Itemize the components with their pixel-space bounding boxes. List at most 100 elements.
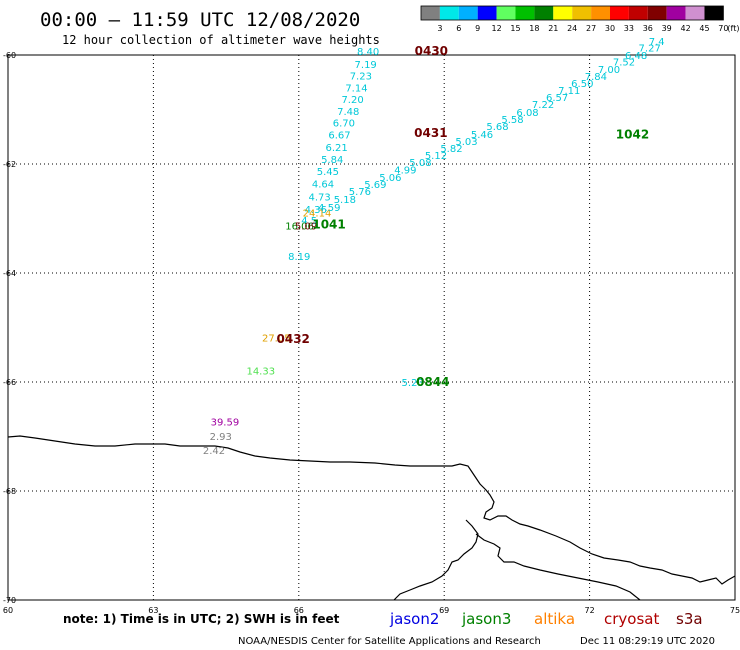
pass-time-label: 0431	[414, 126, 447, 140]
footer-timestamp: Dec 11 08:29:19 UTC 2020	[580, 636, 715, 647]
wave-height-label: 6.48	[625, 51, 647, 62]
y-tick-label: -70	[3, 596, 16, 605]
colorbar-label: 33	[624, 24, 634, 33]
wave-height-label: 4.73	[308, 193, 330, 204]
colorbar-swatch	[647, 6, 667, 20]
wave-height-label: 5.82	[440, 144, 462, 155]
wave-height-label: 5.58	[501, 115, 523, 126]
satellite-legend: jason2 jason3 altika cryosat s3a	[389, 610, 703, 628]
legend-altika: altika	[534, 610, 575, 628]
wave-height-label: 7.84	[585, 72, 607, 83]
wave-height-label: 6.70	[333, 118, 355, 129]
legend-cryosat: cryosat	[604, 610, 659, 628]
y-tick-label: -64	[3, 269, 16, 278]
colorbar-swatch	[610, 6, 629, 20]
colorbar-label: 18	[529, 24, 539, 33]
wave-height-label: 4.36	[305, 205, 327, 216]
wave-height-label: 7.48	[337, 107, 359, 118]
wave-height-label: 5.23	[402, 378, 424, 389]
y-tick-label: -60	[3, 51, 16, 60]
colorbar-label: 9	[475, 24, 480, 33]
wave-height-label: 2.93	[210, 432, 232, 443]
wave-height-label: 5.06	[379, 173, 401, 184]
coastline	[7, 435, 736, 585]
colorbar: 3 6 9 12 15 18 21 24 27 30 33 36 39 42 45 70(ft)	[420, 5, 739, 33]
wave-height-label: 7.00	[598, 65, 620, 76]
wave-height-label: 5.03	[455, 137, 477, 148]
wave-height-label: 5.09	[295, 221, 317, 232]
wave-height-label: 7.52	[613, 57, 635, 68]
plot-frame	[7, 54, 736, 601]
pass-time-label: 1042	[616, 127, 649, 141]
wave-height-label: 7.4	[649, 37, 665, 48]
wave-height-label: 5.18	[334, 195, 356, 206]
legend-jason3: jason3	[461, 610, 511, 628]
colorbar-label: 39	[662, 24, 672, 33]
wave-height-label: 6.08	[516, 108, 538, 119]
footer-credit: NOAA/NESDIS Center for Satellite Applica…	[238, 636, 541, 647]
y-tick-label: -62	[3, 160, 16, 169]
wave-height-label: 8.19	[288, 252, 310, 263]
colorbar-label: 21	[548, 24, 558, 33]
wave-height-label: 5.45	[317, 167, 339, 178]
colorbar-swatch	[553, 6, 573, 20]
wave-height-label: 7.23	[350, 72, 372, 83]
legend-jason2: jason2	[389, 610, 439, 628]
colorbar-label: 6	[456, 24, 461, 33]
pass-time-label: 1041	[312, 217, 345, 231]
wave-height-label: 24.14	[303, 208, 332, 219]
x-tick-label: 72	[585, 606, 595, 615]
colorbar-label: 70	[718, 24, 728, 33]
colorbar-swatch	[439, 6, 459, 20]
x-tick-label: 63	[148, 606, 158, 615]
wave-height-label: 7.11	[558, 86, 580, 97]
colorbar-swatch	[458, 6, 478, 20]
wave-height-label: 7.22	[532, 100, 554, 111]
axis-ticks: 60 63 66 69 72 75 -60 -62 -64 -66 -68 -70	[3, 51, 740, 615]
colorbar-unit: (ft)	[727, 24, 739, 33]
legend-s3a: s3a	[676, 610, 703, 628]
colorbar-swatch	[515, 6, 535, 20]
wave-height-label: 5.68	[486, 122, 508, 133]
colorbar-swatch	[685, 6, 705, 20]
gridlines	[8, 55, 735, 600]
wave-height-label: 27.05	[262, 334, 291, 345]
x-tick-label: 75	[730, 606, 740, 615]
map-title: 00:00 – 11:59 UTC 12/08/2020	[40, 9, 360, 31]
colorbar-swatch	[477, 6, 497, 20]
coastline-bay	[475, 533, 641, 601]
pass-time-label: 0430	[415, 44, 448, 58]
wave-height-label: 6.57	[546, 93, 568, 104]
wave-height-label: 5.46	[471, 130, 493, 141]
colorbar-label: 27	[586, 24, 596, 33]
colorbar-label: 3	[437, 24, 442, 33]
colorbar-swatch	[496, 6, 516, 20]
wave-height-label: 4.99	[394, 165, 416, 176]
wave-height-label: 8.40	[357, 47, 379, 58]
colorbar-swatch	[666, 6, 686, 20]
colorbar-label: 36	[643, 24, 653, 33]
wave-height-label: 5.76	[349, 187, 371, 198]
colorbar-border	[420, 5, 724, 21]
colorbar-swatch	[534, 6, 554, 20]
wave-height-label: 7.14	[345, 84, 367, 95]
x-tick-label: 60	[3, 606, 13, 615]
colorbar-label: 24	[567, 24, 577, 33]
wave-height-label: 4.64	[312, 179, 334, 190]
colorbar-label: 12	[492, 24, 502, 33]
wave-height-label: 16.06	[285, 221, 314, 232]
plot-area: 60 63 66 69 72 75-60-62-64-66-68-70 8.407.197…	[3, 37, 740, 615]
wave-height-label: 7.27	[639, 44, 661, 55]
wave-height-label: 6.21	[325, 143, 347, 154]
coastline-inlet	[393, 519, 479, 601]
pass-time-label: 0844	[416, 375, 449, 389]
wave-height-label: 4.5	[301, 216, 317, 227]
wave-height-label: 39.59	[211, 418, 240, 429]
colorbar-swatch	[704, 6, 724, 20]
colorbar-swatch	[421, 6, 440, 20]
colorbar-label: 30	[605, 24, 615, 33]
wave-height-labels: 8.40 7.197.237.147.207.486.706.67 0430 6.21…	[203, 37, 665, 457]
colorbar-swatch	[628, 6, 648, 20]
